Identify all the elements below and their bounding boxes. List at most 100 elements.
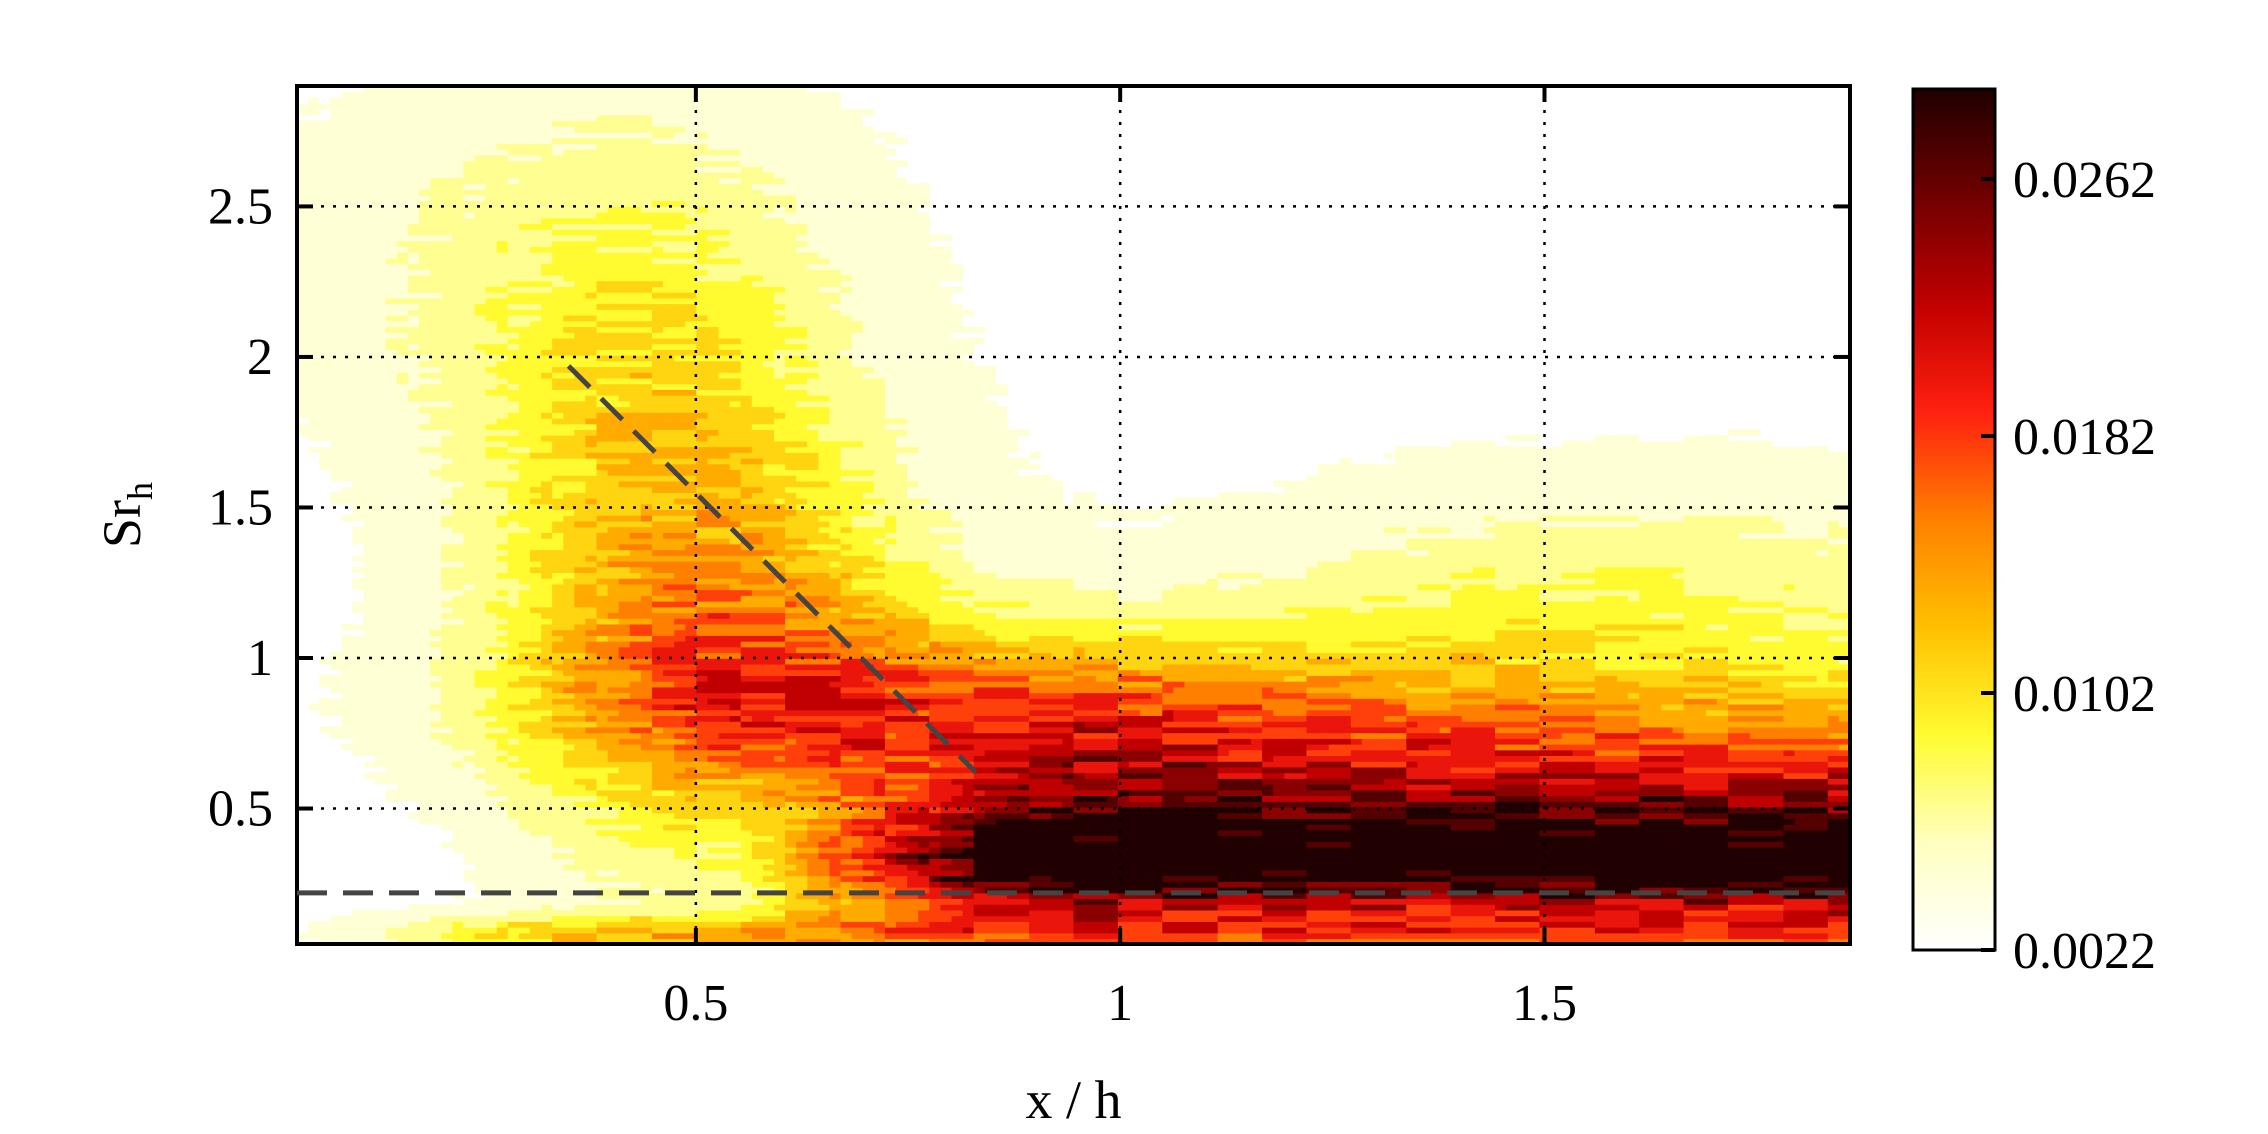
heatmap-cell bbox=[1128, 795, 1141, 802]
heatmap-cell bbox=[1173, 846, 1186, 854]
heatmap-cell bbox=[574, 783, 587, 791]
heatmap-cell bbox=[1639, 726, 1652, 734]
heatmap-cell bbox=[1716, 835, 1729, 842]
heatmap-cell bbox=[1140, 926, 1152, 934]
heatmap-cell bbox=[1395, 898, 1408, 905]
heatmap-cell bbox=[629, 875, 642, 882]
heatmap-cell bbox=[1750, 915, 1763, 922]
heatmap-cell bbox=[618, 818, 631, 825]
heatmap-cell bbox=[1073, 760, 1086, 768]
heatmap-cell bbox=[1639, 903, 1652, 911]
heatmap-cell bbox=[1106, 886, 1119, 894]
heatmap-cell bbox=[1395, 749, 1408, 757]
heatmap-cell bbox=[452, 749, 465, 757]
heatmap-cell bbox=[696, 829, 709, 837]
heatmap-cell bbox=[1306, 795, 1319, 802]
heatmap-cell bbox=[1117, 852, 1130, 859]
heatmap-cell bbox=[1550, 932, 1563, 940]
heatmap-cell bbox=[1173, 932, 1186, 940]
heatmap-cell bbox=[1450, 726, 1463, 734]
heatmap-cell bbox=[1384, 766, 1396, 774]
heatmap-cell bbox=[618, 898, 631, 905]
heatmap-cell bbox=[1062, 852, 1075, 859]
heatmap-cell bbox=[1184, 772, 1197, 779]
heatmap-cell bbox=[862, 823, 875, 831]
heatmap-cell bbox=[1228, 903, 1241, 911]
heatmap-cell bbox=[1739, 806, 1751, 814]
heatmap-cell bbox=[618, 881, 631, 888]
heatmap-cell bbox=[1772, 795, 1785, 802]
heatmap-cell bbox=[1694, 938, 1707, 945]
heatmap-cell bbox=[518, 789, 531, 797]
heatmap-cell bbox=[1716, 886, 1729, 894]
heatmap-cell bbox=[1805, 783, 1818, 791]
heatmap-cell bbox=[1084, 778, 1097, 785]
heatmap-cell bbox=[1783, 726, 1796, 734]
heatmap-cell bbox=[1628, 903, 1641, 911]
heatmap-cell bbox=[1040, 852, 1053, 859]
heatmap-cell bbox=[1539, 801, 1552, 808]
heatmap-cell bbox=[1273, 863, 1286, 871]
heatmap-cell bbox=[1040, 789, 1053, 797]
heatmap-cell bbox=[1483, 812, 1496, 819]
heatmap-cell bbox=[829, 806, 842, 814]
heatmap-cell bbox=[1672, 903, 1685, 911]
heatmap-cell bbox=[541, 760, 553, 768]
heatmap-cell bbox=[640, 886, 653, 894]
heatmap-cell bbox=[1217, 812, 1230, 819]
heatmap-cell bbox=[1084, 921, 1097, 928]
heatmap-cell bbox=[840, 818, 853, 825]
heatmap-cell bbox=[651, 806, 664, 814]
heatmap-cell bbox=[396, 760, 409, 768]
heatmap-cell bbox=[984, 869, 997, 877]
heatmap-cell bbox=[1128, 938, 1141, 945]
heatmap-cell bbox=[1772, 818, 1785, 825]
heatmap-cell bbox=[1694, 926, 1707, 934]
heatmap-cell bbox=[1628, 749, 1641, 757]
heatmap-cell bbox=[1162, 789, 1175, 797]
heatmap-cell bbox=[785, 812, 797, 819]
heatmap-cell bbox=[1195, 732, 1208, 739]
heatmap-cell bbox=[1550, 909, 1563, 917]
heatmap-cell bbox=[796, 852, 809, 859]
heatmap-cell bbox=[1184, 726, 1197, 734]
heatmap-cell bbox=[1694, 932, 1707, 940]
heatmap-cell bbox=[1739, 789, 1751, 797]
heatmap-cell bbox=[773, 801, 786, 808]
heatmap-cell bbox=[740, 778, 753, 785]
heatmap-cell bbox=[1727, 841, 1740, 848]
heatmap-cell bbox=[1173, 783, 1186, 791]
heatmap-cell bbox=[1062, 789, 1075, 797]
heatmap-cell bbox=[1162, 858, 1175, 865]
heatmap-cell bbox=[1528, 852, 1541, 859]
heatmap-cell bbox=[1184, 778, 1197, 785]
heatmap-cell bbox=[1073, 903, 1086, 911]
heatmap-cell bbox=[441, 806, 454, 814]
heatmap-cell bbox=[1206, 898, 1219, 905]
heatmap-cell bbox=[618, 778, 631, 785]
heatmap-cell bbox=[907, 738, 919, 745]
heatmap-cell bbox=[851, 795, 864, 802]
heatmap-cell bbox=[663, 869, 675, 877]
heatmap-cell bbox=[995, 829, 1008, 837]
heatmap-cell bbox=[1417, 909, 1430, 917]
heatmap-cell bbox=[1250, 909, 1263, 917]
heatmap-cell bbox=[1151, 875, 1164, 882]
heatmap-cell bbox=[574, 903, 587, 911]
heatmap-cell bbox=[1483, 738, 1496, 745]
heatmap-cell bbox=[1239, 926, 1252, 934]
heatmap-cell bbox=[374, 755, 387, 762]
heatmap-cell bbox=[1661, 726, 1674, 734]
heatmap-cell bbox=[1339, 772, 1352, 779]
heatmap-cell bbox=[1384, 938, 1396, 945]
heatmap-cell bbox=[419, 903, 431, 911]
heatmap-cell bbox=[685, 875, 698, 882]
heatmap-cell bbox=[1750, 801, 1763, 808]
heatmap-cell bbox=[1794, 903, 1807, 911]
heatmap-cell bbox=[1528, 846, 1541, 854]
heatmap-cell bbox=[1727, 909, 1740, 917]
heatmap-cell bbox=[773, 846, 786, 854]
heatmap-cell bbox=[1339, 932, 1352, 940]
heatmap-cell bbox=[663, 801, 675, 808]
heatmap-cell bbox=[818, 898, 831, 905]
